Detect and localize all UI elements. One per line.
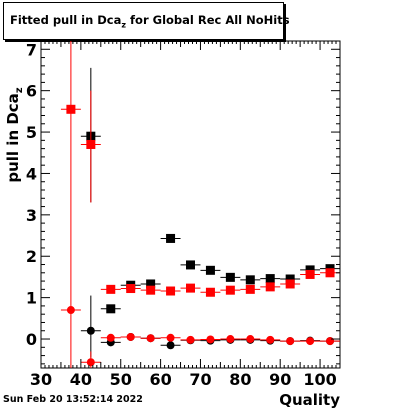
- data-point-circle: [206, 335, 215, 344]
- data-point-circle: [226, 335, 235, 344]
- data-point-circle: [66, 306, 75, 315]
- data-point-square: [245, 275, 255, 285]
- title-rest: for Global Rec All NoHits: [126, 13, 290, 27]
- data-point-square: [305, 265, 315, 275]
- x-tick-label: 40: [70, 370, 92, 389]
- data-point-square: [146, 279, 156, 289]
- data-point-circle: [266, 335, 275, 344]
- data-point-circle: [166, 341, 175, 350]
- data-point-square: [225, 285, 235, 295]
- data-point-circle: [106, 333, 115, 342]
- x-tick-label: 60: [149, 370, 171, 389]
- x-tick-label: 90: [269, 370, 291, 389]
- data-point-square: [186, 283, 195, 293]
- data-point-square: [285, 274, 295, 284]
- x-tick-label: 80: [229, 370, 251, 389]
- data-point-square: [305, 269, 315, 279]
- x-tick-label: 30: [30, 370, 52, 389]
- data-point-circle: [86, 326, 95, 335]
- title-box: Fitted pull in Dcaz for Global Rec All N…: [3, 2, 290, 40]
- data-point-square: [285, 279, 295, 289]
- data-point-circle: [306, 337, 315, 346]
- data-point-square: [325, 268, 335, 278]
- data-point-square: [126, 284, 136, 294]
- data-point-square: [106, 304, 116, 314]
- y-tick-label: 6: [26, 82, 37, 101]
- data-point-square: [205, 287, 215, 297]
- x-tick-label: 50: [110, 370, 132, 389]
- data-point-circle: [166, 333, 175, 342]
- y-tick-label: 1: [26, 289, 37, 308]
- y-tick-label: 7: [26, 40, 37, 59]
- chart-title: Fitted pull in Dcaz for Global Rec All N…: [10, 13, 290, 29]
- data-point-square: [245, 284, 255, 294]
- data-point-circle: [326, 337, 335, 346]
- x-tick-label: 100: [303, 370, 336, 389]
- series-0: [80, 67, 340, 314]
- data-point-square: [166, 286, 176, 296]
- data-point-circle: [146, 334, 155, 343]
- y-tick-label: 3: [26, 206, 37, 225]
- data-point-square: [205, 265, 215, 275]
- data-point-square: [265, 274, 275, 284]
- timestamp-footer: Sun Feb 20 13:52:14 2022: [3, 394, 143, 405]
- title-sub: z: [121, 20, 127, 30]
- y-tick-label: 5: [26, 123, 37, 142]
- y-axis-title: pull in Dcaz: [4, 87, 25, 182]
- x-tick-label: 70: [189, 370, 211, 389]
- data-point-circle: [286, 337, 295, 346]
- data-point-square: [265, 282, 275, 292]
- data-point-square: [146, 285, 156, 295]
- data-point-square: [225, 272, 235, 282]
- data-point-square: [86, 139, 96, 149]
- series-3: [60, 306, 340, 368]
- y-tick-label: 2: [26, 247, 37, 266]
- data-point-circle: [246, 335, 255, 344]
- data-point-square: [106, 284, 116, 294]
- data-point-circle: [186, 335, 195, 344]
- data-point-circle: [126, 332, 135, 341]
- data-point-square: [186, 260, 195, 270]
- x-axis-title: Quality: [279, 391, 340, 409]
- y-tick-label: 0: [26, 330, 37, 349]
- data-point-square: [66, 104, 76, 114]
- data-point-circle: [86, 358, 95, 367]
- data-point-square: [166, 233, 176, 243]
- y-tick-label: 4: [26, 164, 37, 183]
- plot-frame: [40, 40, 341, 369]
- title-main: Fitted pull in Dca: [10, 13, 122, 27]
- y-axis-title-sub: z: [14, 87, 25, 93]
- series-2: [80, 295, 340, 358]
- series-1: [60, 41, 340, 368]
